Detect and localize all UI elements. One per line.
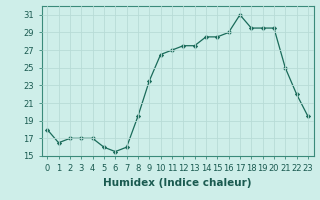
X-axis label: Humidex (Indice chaleur): Humidex (Indice chaleur) bbox=[103, 178, 252, 188]
